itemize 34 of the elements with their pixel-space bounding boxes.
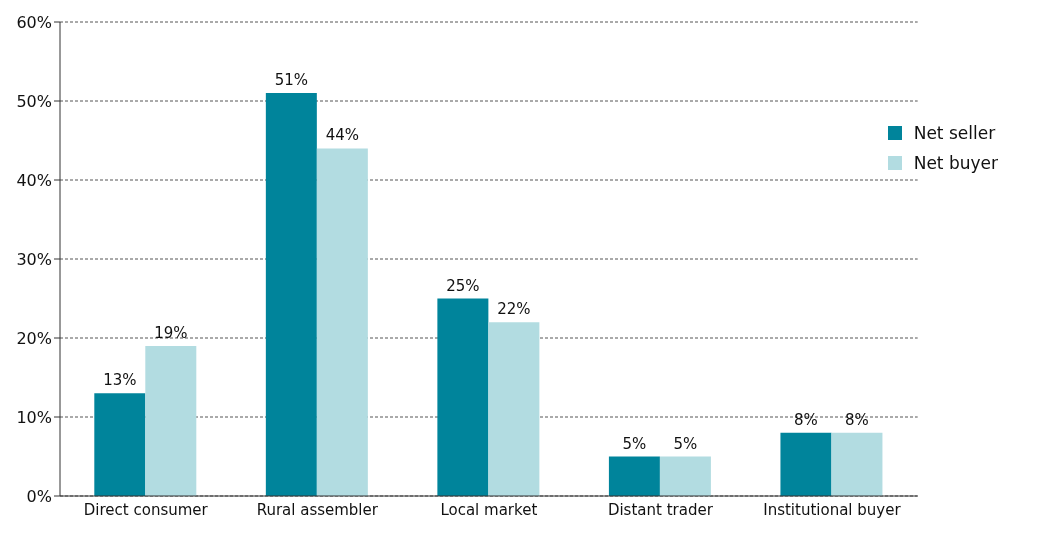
x-tick-label: Rural assembler: [256, 500, 379, 519]
y-tick-label: 30%: [16, 249, 52, 269]
y-tick-label: 40%: [16, 170, 52, 190]
data-label: 25%: [446, 276, 480, 295]
data-label: 22%: [497, 300, 531, 319]
x-tick-label: Direct consumer: [83, 500, 209, 519]
y-tick-label: 50%: [16, 91, 52, 111]
data-label: 8%: [794, 410, 818, 429]
bar: [780, 432, 832, 496]
y-tick-label: 60%: [16, 12, 52, 32]
bar: [316, 148, 368, 496]
data-label: 51%: [274, 71, 309, 90]
legend-label: Net seller: [913, 122, 996, 145]
data-label: 8%: [845, 410, 869, 429]
legend-label: Net buyer: [913, 152, 998, 175]
bar: [608, 456, 660, 496]
data-label: 5%: [673, 434, 698, 453]
bar: [145, 345, 197, 496]
y-tick-label: 20%: [16, 328, 52, 348]
y-tick-label: 0%: [26, 486, 52, 506]
bar: [831, 432, 883, 496]
data-label: 44%: [325, 126, 360, 145]
bar: [659, 456, 711, 496]
data-label: 5%: [622, 434, 647, 453]
bar: [437, 298, 489, 496]
bar: [488, 322, 540, 496]
x-tick-label: Institutional buyer: [763, 500, 902, 519]
data-label: 13%: [103, 371, 137, 390]
x-tick-label: Local market: [440, 500, 538, 519]
x-tick-label: Distant trader: [607, 500, 714, 519]
data-label: 19%: [154, 323, 188, 342]
bar: [94, 393, 146, 496]
bar: [265, 93, 317, 496]
y-tick-label: 10%: [16, 407, 52, 427]
